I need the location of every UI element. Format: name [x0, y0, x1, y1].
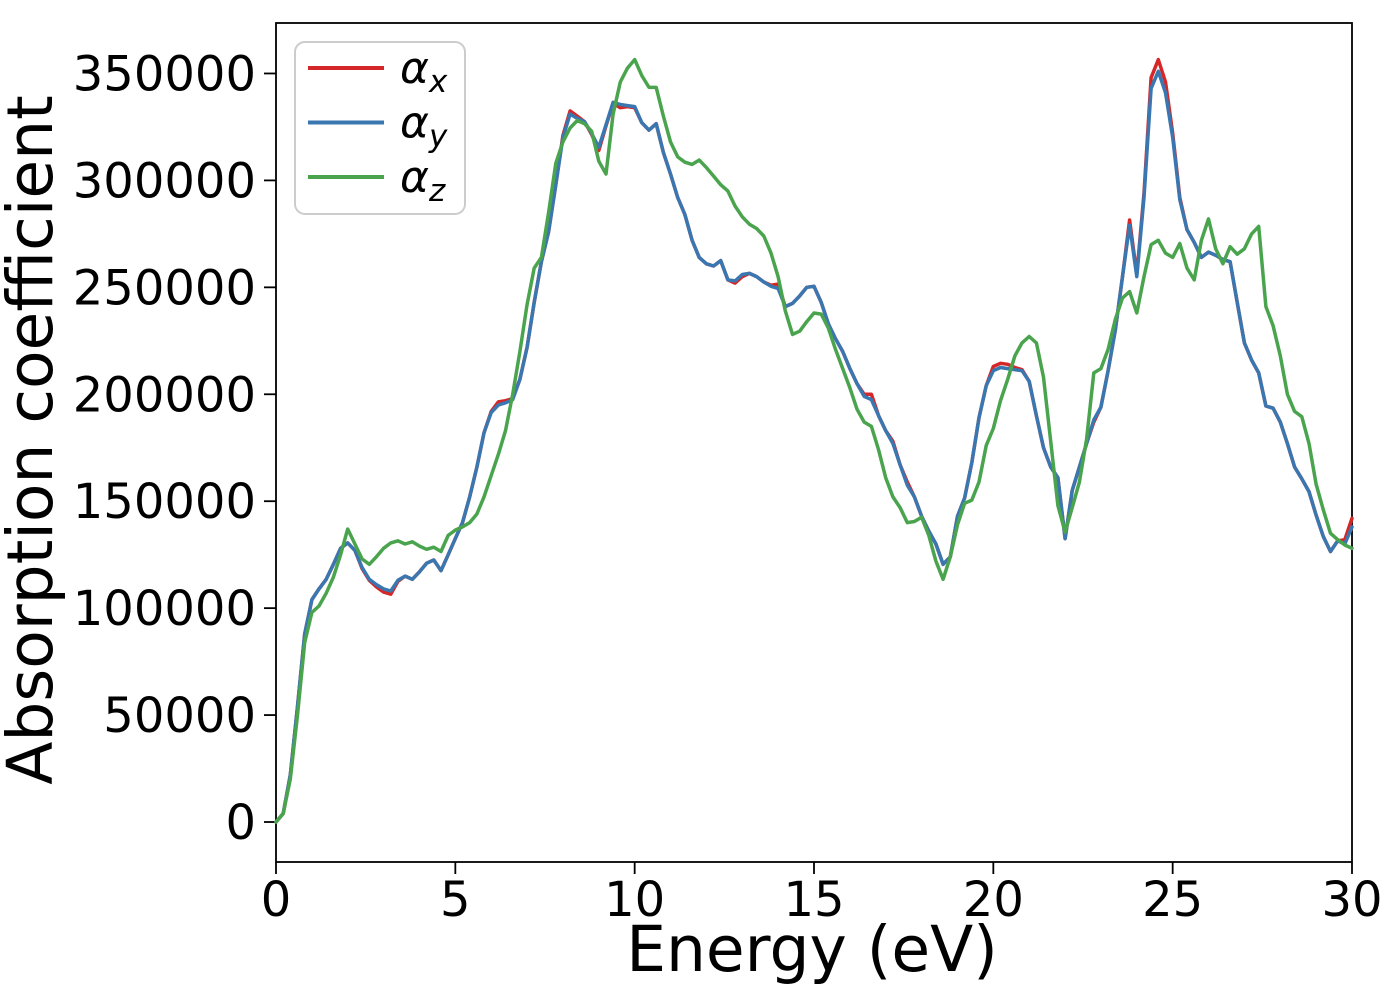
x-tick-label: 30 [1321, 872, 1382, 928]
x-axis-title: Energy (eV) [626, 913, 998, 986]
legend-label-alpha_x: αx [400, 43, 448, 100]
y-tick-label: 250000 [73, 260, 256, 316]
x-axis: 0 5 10 15 20 25 30 [261, 862, 1383, 928]
legend-label-alpha_y: αy [400, 98, 448, 155]
x-tick-label: 10 [604, 872, 665, 928]
x-tick-label: 0 [261, 872, 292, 928]
series-line-alpha_y [274, 69, 1354, 824]
legend-frame [294, 41, 466, 215]
x-tick-label: 15 [783, 872, 844, 928]
y-tick-label: 300000 [73, 153, 256, 209]
series-lines [274, 57, 1354, 824]
y-axis: 0 50000 100000 150000 200000 250000 300000 3500… [73, 46, 276, 851]
x-tick-label: 5 [440, 872, 471, 928]
y-tick-label: 50000 [103, 688, 256, 744]
axes: 0 5 10 15 20 25 30 0 50000 100000 150000 200000 2500… [73, 22, 1383, 928]
series-line-alpha_z [274, 57, 1354, 824]
y-axis-title: Absorption coefficient [0, 95, 67, 784]
y-tick-label: 200000 [73, 367, 256, 423]
y-tick-label: 350000 [73, 46, 256, 102]
y-tick-label: 150000 [73, 474, 256, 530]
y-tick-label: 0 [225, 795, 256, 851]
legend-label-alpha_z: αz [400, 152, 446, 209]
x-tick-label: 25 [1142, 872, 1203, 928]
y-tick-label: 100000 [73, 581, 256, 637]
x-tick-label: 20 [963, 872, 1024, 928]
